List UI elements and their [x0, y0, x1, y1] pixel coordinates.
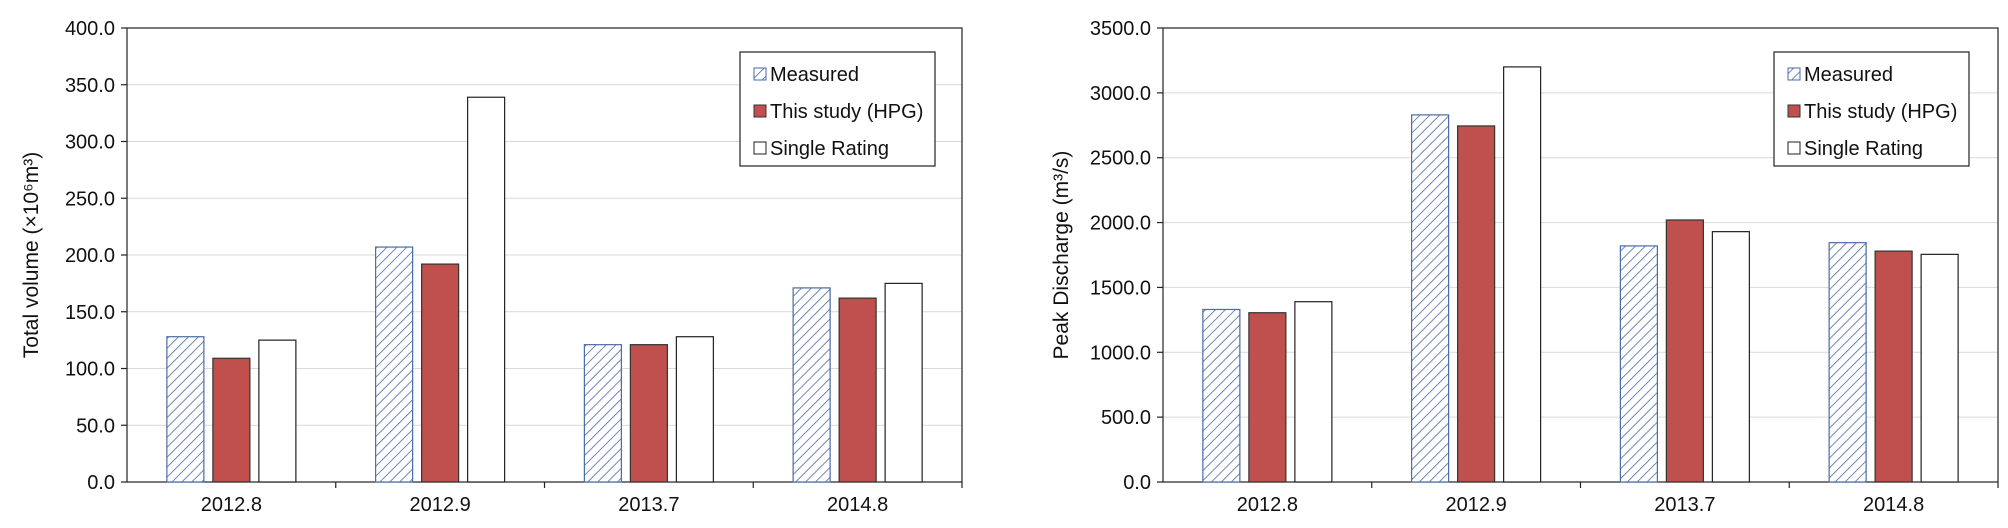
x-tick-label: 2012.8	[1237, 494, 1298, 516]
legend-swatch	[1787, 104, 1801, 118]
legend-label: Single Rating	[1804, 138, 1923, 160]
bar-this-study-hpg-2012.9	[421, 263, 460, 483]
y-tick-label: 3000.0	[1090, 83, 1151, 105]
y-tick-label: 50.0	[76, 415, 115, 437]
y-tick-label: 0.0	[87, 472, 115, 494]
y-tick-label: 2000.0	[1090, 213, 1151, 235]
y-tick-label: 350.0	[65, 75, 115, 97]
y-tick-label: 300.0	[65, 132, 115, 154]
bar-single-rating-2012.9	[1503, 66, 1542, 483]
bar-single-rating-2014.8	[1920, 253, 1959, 483]
x-tick-label: 2013.7	[618, 494, 679, 516]
bar-measured-2012.8	[166, 336, 205, 483]
bar-measured-2014.8	[1828, 242, 1867, 483]
bar-single-rating-2013.7	[675, 336, 714, 483]
bar-measured-2013.7	[583, 344, 622, 483]
x-tick-label: 2012.9	[410, 494, 471, 516]
legend-swatch	[753, 67, 767, 81]
y-tick-label: 250.0	[65, 188, 115, 210]
legend-swatch	[1787, 141, 1801, 155]
bar-this-study-hpg-2013.7	[629, 344, 668, 483]
y-tick-label: 2500.0	[1090, 148, 1151, 170]
bar-this-study-hpg-2014.8	[1874, 250, 1913, 483]
y-tick-label: 400.0	[65, 18, 115, 40]
legend-swatch	[753, 104, 767, 118]
y-tick-label: 500.0	[1101, 407, 1151, 429]
bar-measured-2013.7	[1619, 245, 1658, 483]
x-tick-label: 2012.8	[201, 494, 262, 516]
bar-single-rating-2012.8	[258, 339, 297, 483]
bar-measured-2014.8	[792, 287, 831, 483]
x-tick-label: 2013.7	[1654, 494, 1715, 516]
bar-single-rating-2014.8	[884, 282, 923, 483]
legend-label: This study (HPG)	[770, 101, 923, 123]
y-tick-label: 200.0	[65, 245, 115, 267]
chart-1: 0.0 50.0 100.0 150.0 200.0 250.0 300.0 350.0 400…	[20, 18, 963, 516]
bar-single-rating-2012.8	[1294, 301, 1333, 483]
y-tick-label: 100.0	[65, 359, 115, 381]
bar-single-rating-2012.9	[467, 96, 506, 483]
y-tick-label: 3500.0	[1090, 18, 1151, 40]
bar-this-study-hpg-2013.7	[1665, 219, 1704, 483]
bar-this-study-hpg-2012.8	[1248, 312, 1287, 483]
legend-label: This study (HPG)	[1804, 101, 1957, 123]
legend-box	[1773, 51, 1970, 167]
legend-swatch	[753, 141, 767, 155]
y-axis-label: Peak Discharge (m³/s)	[1050, 151, 1073, 360]
legend-label: Measured	[770, 64, 859, 86]
bar-this-study-hpg-2014.8	[838, 297, 877, 483]
bar-measured-2012.9	[375, 246, 414, 483]
x-tick-label: 2014.8	[827, 494, 888, 516]
y-tick-label: 1500.0	[1090, 277, 1151, 299]
x-tick-label: 2012.9	[1446, 494, 1507, 516]
y-tick-label: 0.0	[1123, 472, 1151, 494]
x-tick-label: 2014.8	[1863, 494, 1924, 516]
legend-label: Measured	[1804, 64, 1893, 86]
y-tick-label: 150.0	[65, 302, 115, 324]
bar-single-rating-2013.7	[1711, 231, 1750, 483]
y-axis-label: Total volume (×10⁶m³)	[20, 152, 43, 358]
legend-box	[739, 51, 936, 167]
bar-this-study-hpg-2012.9	[1457, 125, 1496, 483]
bar-measured-2012.9	[1411, 114, 1450, 483]
bar-this-study-hpg-2012.8	[212, 357, 251, 483]
y-tick-label: 1000.0	[1090, 342, 1151, 364]
legend-label: Single Rating	[770, 138, 889, 160]
bar-measured-2012.8	[1202, 308, 1241, 483]
legend-swatch	[1787, 67, 1801, 81]
chart-2: 0.0 500.0 1000.0 1500.0 2000.0 2500.0 3000.0 35…	[1050, 18, 1999, 516]
